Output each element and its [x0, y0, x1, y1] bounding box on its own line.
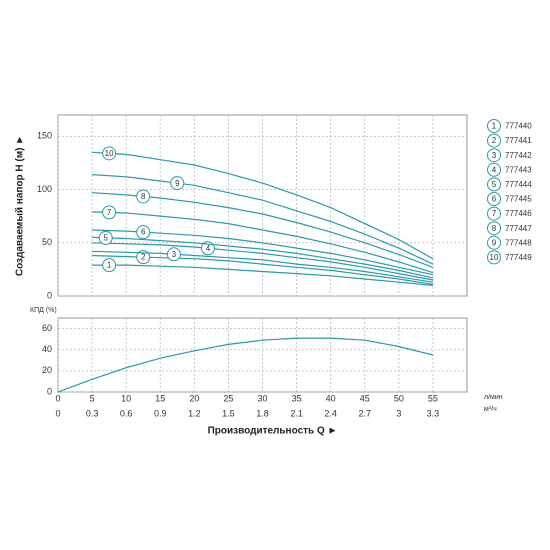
legend-label: 777448 [505, 238, 532, 247]
curve-label: 6 [141, 228, 146, 237]
legend-number: 6 [492, 195, 497, 204]
y-tick-label: 0 [47, 290, 52, 300]
x-tick-label: 50 [394, 393, 404, 403]
curve-label: 4 [206, 244, 211, 253]
curve-label-circle [102, 146, 117, 161]
x-tick-label: 15 [155, 393, 165, 403]
data-line [92, 174, 434, 265]
legend-number: 10 [490, 253, 499, 262]
y-tick-label: 50 [42, 237, 52, 247]
legend-circle [487, 148, 501, 163]
curve-label-circle [136, 189, 151, 204]
legend-label: 777446 [505, 209, 532, 218]
legend-circle [487, 133, 501, 148]
x2-tick-label: 2.1 [290, 408, 303, 418]
legend-circle [487, 192, 501, 206]
x2-tick-label: 2.4 [324, 408, 337, 418]
legend-circle [487, 162, 501, 177]
legend-label: 777445 [505, 195, 532, 204]
y-tick-label: 100 [37, 184, 52, 194]
x2-unit: м³/ч [484, 406, 497, 413]
legend-circle [487, 221, 501, 236]
data-line [92, 151, 434, 260]
curve-label-circle [102, 205, 117, 220]
x2-tick-label: 1.2 [188, 408, 201, 418]
x2-tick-label: 0.3 [86, 408, 99, 418]
x2-tick-label: 1.8 [256, 408, 269, 418]
x2-tick-label: 1.5 [222, 408, 235, 418]
curve-label-circle [136, 225, 151, 240]
data-line [92, 242, 434, 281]
data-line [92, 211, 434, 274]
legend-label: 777444 [505, 180, 532, 189]
y-tick-label: 20 [42, 365, 52, 375]
x-unit: л/мин [484, 394, 503, 401]
y-axis-title: Создаваемый напор H (м) ► [15, 135, 26, 276]
curve-label: 2 [141, 253, 146, 262]
x-tick-label: 10 [121, 393, 131, 403]
legend-label: 777441 [505, 136, 532, 145]
curve-label-circle [200, 241, 215, 256]
legend-number: 5 [492, 180, 497, 189]
curve-label: 7 [107, 208, 112, 217]
x-tick-label: 35 [292, 393, 302, 403]
x2-tick-label: 0.6 [120, 408, 133, 418]
legend-number: 1 [492, 122, 497, 131]
legend-label: 777449 [505, 253, 532, 262]
legend-number: 2 [492, 136, 497, 145]
curve-label-circle [98, 230, 113, 245]
x-tick-label: 30 [257, 393, 267, 403]
x-tick-label: 55 [428, 393, 438, 403]
curve-label-circle [136, 250, 151, 265]
x2-tick-label: 2.7 [358, 408, 371, 418]
data-line [92, 236, 434, 279]
legend-circle [487, 119, 501, 133]
x-tick-label: 45 [360, 393, 370, 403]
x2-tick-label: 0 [55, 408, 60, 418]
x-tick-label: 40 [326, 393, 336, 403]
legend-circle [487, 177, 501, 192]
legend-circle [487, 235, 501, 250]
x-tick-label: 20 [189, 393, 199, 403]
data-line [57, 337, 434, 393]
curve-label-circle [102, 258, 117, 273]
legend-label: 777442 [505, 151, 532, 160]
x-tick-label: 5 [90, 393, 95, 403]
legend-number: 8 [492, 224, 497, 233]
curve-label-circle [170, 176, 185, 191]
legend-number: 7 [492, 209, 497, 218]
legend-label: 777440 [505, 122, 532, 131]
x-tick-label: 0 [55, 393, 60, 403]
curve-label: 1 [107, 261, 112, 270]
x-axis-title: Производительность Q ► [208, 426, 338, 437]
x2-tick-label: 3.3 [427, 408, 440, 418]
legend-number: 9 [492, 238, 497, 247]
curve-label: 9 [175, 179, 180, 188]
curve-label-circle [166, 247, 181, 262]
legend-circle [487, 250, 501, 265]
x2-tick-label: 3 [396, 408, 401, 418]
data-line [92, 250, 433, 283]
x-tick-label: 25 [223, 393, 233, 403]
legend-number: 3 [492, 151, 497, 160]
x2-tick-label: 0.9 [154, 408, 167, 418]
y-tick-label: 150 [37, 131, 52, 141]
curve-label: 3 [172, 250, 177, 259]
y-tick-label: 60 [42, 323, 52, 333]
curve-label: 5 [103, 233, 108, 242]
y-tick-label: 40 [42, 344, 52, 354]
data-line [92, 264, 433, 286]
y-axis-title: КПД (%) [30, 307, 57, 314]
y-tick-label: 0 [47, 386, 52, 396]
legend-label: 777447 [505, 224, 532, 233]
curve-label: 10 [105, 149, 114, 158]
curve-label: 8 [141, 192, 146, 201]
legend-label: 777443 [505, 165, 532, 174]
legend-circle [487, 206, 501, 221]
legend-number: 4 [492, 165, 497, 174]
